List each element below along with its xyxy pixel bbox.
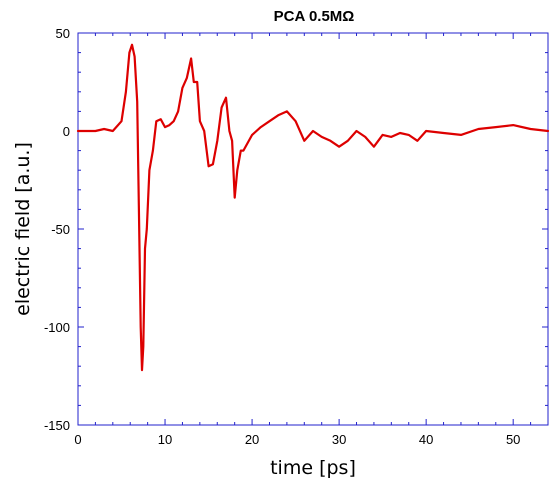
x-tick-label: 30 [332, 432, 346, 447]
plot-area-frame [77, 32, 549, 426]
x-tick-label: 10 [158, 432, 172, 447]
series-layer [76, 43, 550, 372]
x-axis-ticks: 0 10 20 30 40 50 [74, 33, 532, 447]
x-axis-label: time [ps] [270, 457, 356, 479]
y-tick-label: -50 [51, 222, 70, 237]
x-tick-label: 20 [245, 432, 259, 447]
y-tick-label: 0 [63, 124, 70, 139]
y-tick-label: -150 [44, 418, 70, 433]
series-line-0 [76, 43, 550, 372]
y-tick-label: -100 [44, 320, 70, 335]
y-tick-label: 50 [56, 26, 70, 41]
x-tick-label: 50 [506, 432, 520, 447]
x-tick-label: 40 [419, 432, 433, 447]
y-axis-label: electric field [a.u.] [12, 142, 34, 316]
chart-title: PCA 0.5MΩ [274, 8, 355, 25]
y-axis-ticks: -150 -100 -50 0 50 [44, 26, 548, 433]
x-tick-label: 0 [74, 432, 81, 447]
